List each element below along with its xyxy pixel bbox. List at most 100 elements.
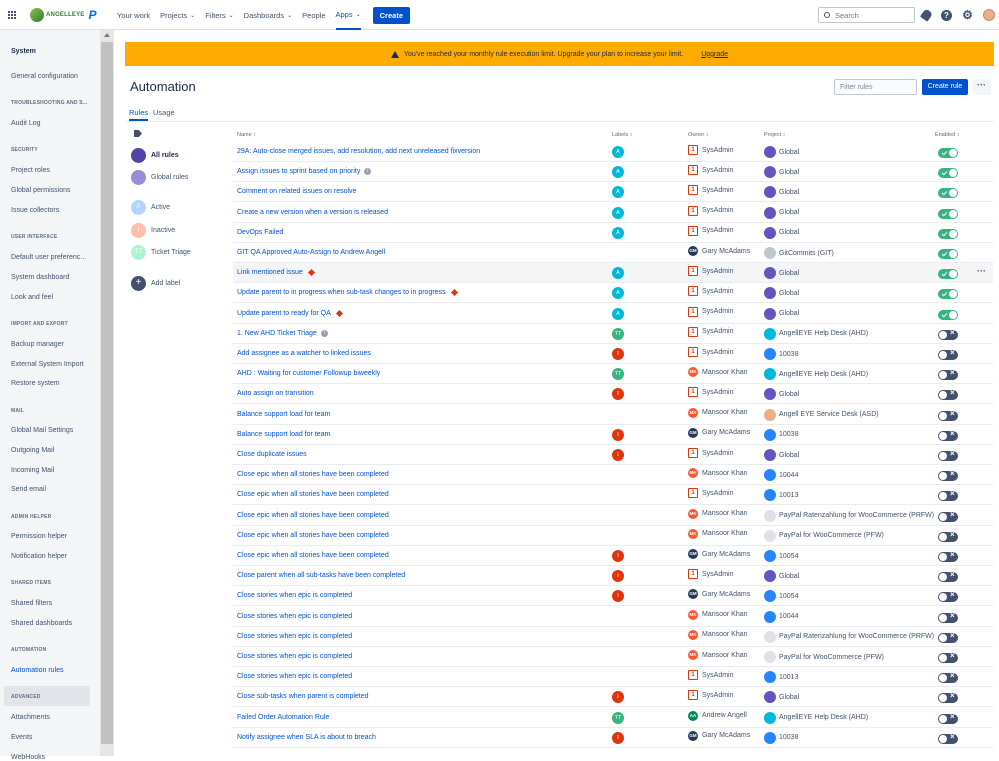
table-row[interactable]: Update parent to ready for QA A 1 SysAdmin G… <box>233 304 993 324</box>
rule-name-link[interactable]: Add assignee as a watcher to linked issu… <box>237 350 371 357</box>
enabled-toggle[interactable] <box>938 732 958 744</box>
rule-name-link[interactable]: 29A: Auto-close merged issues, add resol… <box>237 148 480 155</box>
column-header-labels[interactable]: Labels ↕ <box>612 132 633 138</box>
rule-name-link[interactable]: Close stories when epic is completed <box>237 613 352 620</box>
upgrade-link[interactable]: Upgrade <box>701 50 729 58</box>
sidebar-item-notification-helper[interactable]: Notification helper <box>11 553 68 560</box>
rule-name-link[interactable]: Close stories when epic is completed <box>237 673 352 680</box>
rule-name-link[interactable]: Comment on related issues on resolve <box>237 188 356 195</box>
enabled-toggle[interactable] <box>938 168 958 179</box>
table-row[interactable]: Close sub-tasks when parent is completed… <box>233 687 993 708</box>
rule-name-link[interactable]: Notify assignee when SLA is about to bre… <box>237 734 376 741</box>
rule-name-link[interactable]: Balance support load for team <box>237 431 330 438</box>
create-button[interactable]: Create <box>372 6 410 24</box>
enabled-toggle[interactable] <box>938 449 958 461</box>
enabled-toggle[interactable] <box>938 469 958 482</box>
table-row[interactable]: Create a new version when a version is r… <box>233 203 993 223</box>
enabled-toggle[interactable] <box>938 368 958 381</box>
rule-name-link[interactable]: Close epic when all stories have been co… <box>237 471 389 478</box>
nav-item-people[interactable]: People <box>302 0 325 30</box>
enabled-toggle[interactable] <box>938 348 958 360</box>
enabled-toggle[interactable] <box>938 188 958 199</box>
sidebar-item-outgoing-mail[interactable]: Outgoing Mail <box>11 447 55 454</box>
rule-name-link[interactable]: Auto assign on transition <box>237 390 314 397</box>
enabled-toggle[interactable] <box>938 328 958 340</box>
sidebar-item-project-roles[interactable]: Project roles <box>11 167 50 174</box>
enabled-toggle[interactable] <box>938 550 958 562</box>
label-filter-add-label[interactable]: + Add label <box>131 276 180 291</box>
rule-name-link[interactable]: DevOps Failed <box>237 229 283 236</box>
sidebar-item-permission-helper[interactable]: Permission helper <box>11 533 68 540</box>
enabled-toggle[interactable] <box>938 590 958 603</box>
table-row[interactable]: Close stories when epic is completed 1 Sys… <box>233 667 993 688</box>
rule-name-link[interactable]: Assign issues to sprint based on priorit… <box>237 168 372 176</box>
table-row[interactable]: Auto assign on transition I 1 SysAdmin Globa… <box>233 384 993 405</box>
sidebar-item-shared-filters[interactable]: Shared filters <box>11 600 53 607</box>
nav-item-filters[interactable]: Filters ⌄ <box>205 0 233 30</box>
rule-name-link[interactable]: Update parent to ready for QA <box>237 309 343 317</box>
table-row[interactable]: GIT QA Approved Auto-Assign to Andrew An… <box>233 243 993 263</box>
enabled-toggle[interactable] <box>938 570 958 583</box>
search-input[interactable]: Search <box>818 7 915 23</box>
scrollbar-thumb[interactable] <box>101 42 113 744</box>
sidebar-item-global-permissions[interactable]: Global permissions <box>11 187 71 194</box>
nav-item-apps[interactable]: Apps ⌄ <box>335 0 361 30</box>
rule-name-link[interactable]: Close epic when all stories have been co… <box>237 552 389 559</box>
table-row[interactable]: Close parent when all sub-tasks have bee… <box>233 566 993 587</box>
label-filter-active[interactable]: A Active <box>131 200 170 215</box>
site-logo[interactable]: ANGELLEYE P <box>30 8 99 22</box>
rule-name-link[interactable]: Close epic when all stories have been co… <box>237 532 389 539</box>
sidebar-item-global-mail-settings[interactable]: Global Mail Settings <box>11 427 74 434</box>
table-row[interactable]: Close epic when all stories have been co… <box>233 465 993 486</box>
enabled-toggle[interactable] <box>938 208 958 219</box>
enabled-toggle[interactable] <box>938 409 958 421</box>
profile-avatar[interactable] <box>983 9 995 21</box>
rule-name-link[interactable]: Close duplicate issues <box>237 451 307 458</box>
column-header-owner[interactable]: Owner ↕ <box>688 132 709 138</box>
sidebar-item-external-system-import[interactable]: External System Import <box>11 361 84 368</box>
table-row[interactable]: 1. New AHD Ticket Triage i TT 1 SysAdmin Ange… <box>233 324 993 344</box>
sidebar-item-restore-system[interactable]: Restore system <box>11 380 60 387</box>
rule-name-link[interactable]: Close stories when epic is completed <box>237 633 352 640</box>
sidebar-item-webhooks[interactable]: WebHooks <box>11 754 46 761</box>
rule-name-link[interactable]: Failed Order Automation Rule <box>237 714 329 721</box>
enabled-toggle[interactable] <box>938 249 958 259</box>
sidebar-item-default-user-preferenc[interactable]: Default user preferenc... <box>11 254 87 261</box>
enabled-toggle[interactable] <box>938 289 958 300</box>
rule-name-link[interactable]: Close stories when epic is completed <box>237 653 352 660</box>
row-more-actions-icon[interactable]: ··· <box>977 266 986 277</box>
nav-item-your-work[interactable]: Your work <box>117 0 150 30</box>
table-row[interactable]: Close stories when epic is completed MK Ma… <box>233 647 993 667</box>
table-row[interactable]: Close stories when epic is completed MK Ma… <box>233 627 993 647</box>
sidebar-item-system-dashboard[interactable]: System dashboard <box>11 274 70 281</box>
rule-name-link[interactable]: Close epic when all stories have been co… <box>237 491 389 498</box>
sidebar-item-shared-dashboards[interactable]: Shared dashboards <box>11 620 73 627</box>
table-row[interactable]: AHD : Waiting for customer Followup biwe… <box>233 364 993 385</box>
table-row[interactable]: Link mentioned issue A 1 SysAdmin Global ··· <box>233 263 993 284</box>
enabled-toggle[interactable] <box>938 631 958 643</box>
table-row[interactable]: Close stories when epic is completed I GM G… <box>233 586 993 607</box>
enabled-toggle[interactable] <box>938 388 958 401</box>
nav-item-projects[interactable]: Projects ⌄ <box>160 0 195 30</box>
enabled-toggle[interactable] <box>938 651 958 663</box>
table-row[interactable]: Assign issues to sprint based on priorit… <box>233 162 993 183</box>
table-row[interactable]: Close epic when all stories have been co… <box>233 506 993 526</box>
app-switcher-icon[interactable] <box>8 11 17 20</box>
scroll-up-arrow-icon[interactable] <box>104 33 110 37</box>
table-row[interactable]: Failed Order Automation Rule TT AA Andrew A… <box>233 708 993 728</box>
rule-name-link[interactable]: Close parent when all sub-tasks have bee… <box>237 572 405 579</box>
label-filter-global-rules[interactable]: Global rules <box>131 170 188 185</box>
table-row[interactable]: Add assignee as a watcher to linked issu… <box>233 344 993 364</box>
rule-name-link[interactable]: Balance support load for team <box>237 411 330 418</box>
rule-name-link[interactable]: Create a new version when a version is r… <box>237 209 388 216</box>
sidebar-item-send-email[interactable]: Send email <box>11 486 47 493</box>
enabled-toggle[interactable] <box>938 309 958 320</box>
create-rule-button[interactable]: Create rule <box>922 79 968 95</box>
sidebar-item-incoming-mail[interactable]: Incoming Mail <box>11 467 55 474</box>
enabled-toggle[interactable] <box>938 671 958 684</box>
table-row[interactable]: Balance support load for team I GM Gary McA… <box>233 425 993 445</box>
nav-item-dashboards[interactable]: Dashboards ⌄ <box>244 0 292 30</box>
table-row[interactable]: 29A: Auto-close merged issues, add resol… <box>233 142 993 162</box>
rule-name-link[interactable]: Close stories when epic is completed <box>237 592 352 599</box>
enabled-toggle[interactable] <box>938 148 958 158</box>
